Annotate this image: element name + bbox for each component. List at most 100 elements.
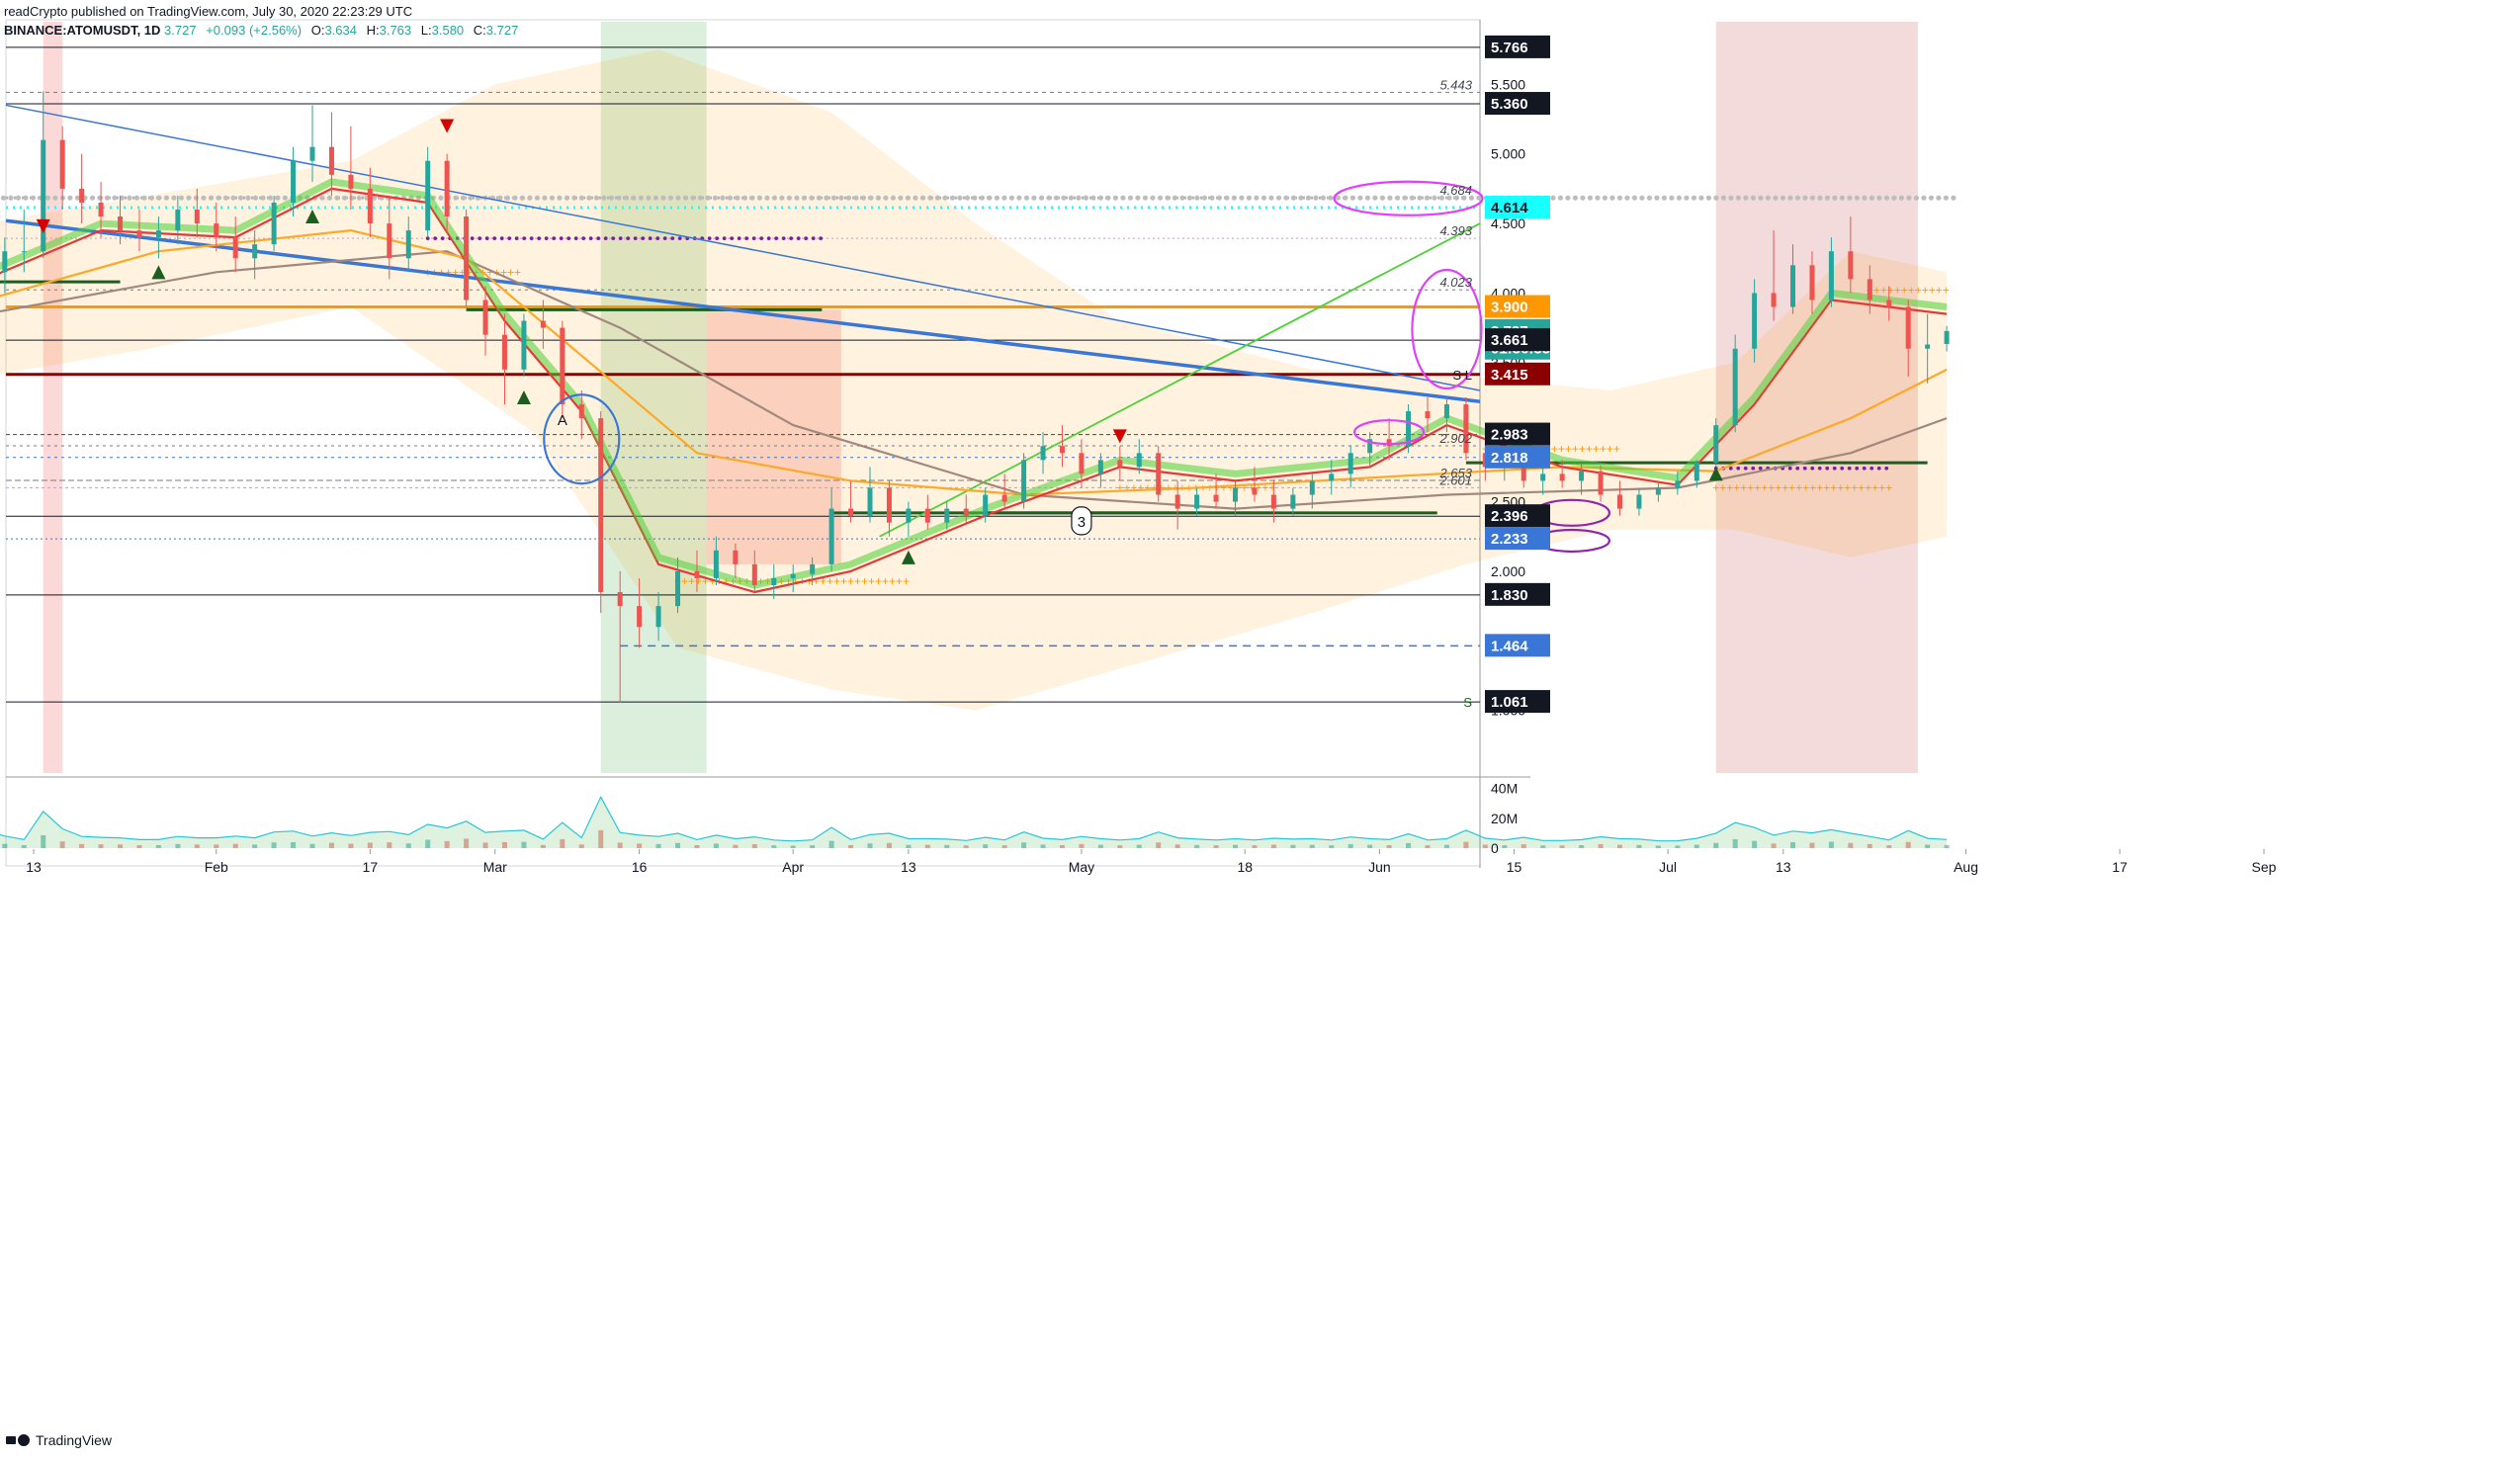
- grey-dot-row-dot: [1669, 195, 1675, 201]
- grey-dot-row-dot: [1898, 195, 1905, 201]
- candle-body: [271, 202, 277, 245]
- grey-dot-row-dot: [460, 195, 467, 201]
- grey-dot-row-dot: [1120, 195, 1126, 201]
- volume-bar: [136, 844, 142, 848]
- grey-dot-row-dot: [1824, 195, 1831, 201]
- volume-bar: [1367, 844, 1373, 848]
- volume-bar: [1598, 843, 1604, 848]
- symbol-label: BINANCE:ATOMUSDT, 1D: [4, 23, 161, 38]
- candle-body: [1925, 344, 1931, 349]
- grey-dot-row-dot: [1172, 195, 1178, 201]
- grey-dot-row-dot: [779, 195, 785, 201]
- volume-bar: [232, 843, 238, 848]
- volume-bar: [1809, 842, 1815, 848]
- grey-dot-row-dot: [934, 195, 941, 201]
- grey-dot-row-dot: [1936, 195, 1942, 201]
- grey-dot-row-dot: [1364, 195, 1371, 201]
- candle-body: [1174, 494, 1180, 509]
- candle-body: [291, 160, 297, 203]
- orange-plus-row-jul-mark: +: [1816, 480, 1823, 494]
- candle-body: [963, 508, 969, 516]
- purple-dot-row-upper-dot: [603, 236, 608, 241]
- grey-dot-row-dot: [1320, 195, 1327, 201]
- grey-dot-row-dot: [1298, 195, 1304, 201]
- volume-bar: [21, 844, 27, 848]
- volume-bar: [771, 845, 777, 848]
- price-tag-text: 1.061: [1491, 694, 1528, 711]
- candle-body: [655, 606, 661, 628]
- orange-plus-row-feb-mark: +: [459, 265, 466, 279]
- orange-plus-row-jul-top-mark: +: [1894, 284, 1901, 298]
- candle-body: [1616, 494, 1622, 509]
- grey-dot-row-dot: [578, 195, 585, 201]
- grey-dot-row-dot: [30, 195, 37, 201]
- price-tag-box: [1485, 582, 1550, 606]
- orange-plus-row-jul-top-mark: +: [1908, 284, 1915, 298]
- level-annotation-label: 4.684: [1439, 183, 1472, 198]
- candle-body: [1117, 460, 1123, 468]
- purple-dot-row-upper-dot: [781, 236, 786, 241]
- orange-plus-row-jul-mark: +: [1768, 480, 1775, 494]
- grey-dot-row-dot: [1802, 195, 1808, 201]
- volume-bar: [578, 844, 584, 848]
- volume-bar: [733, 844, 739, 848]
- grey-dot-row-dot: [1862, 195, 1868, 201]
- orange-plus-row-may-mark: +: [1255, 480, 1261, 494]
- purple-dot-row-upper-dot: [789, 236, 794, 241]
- sell-triangle-marker: [1112, 429, 1127, 444]
- grey-dot-row-dot: [1847, 195, 1853, 201]
- purple-dot-row-upper-dot: [499, 236, 504, 241]
- orange-plus-row-feb-mark: +: [438, 265, 445, 279]
- orange-plus-row-jul-mark: +: [1851, 480, 1858, 494]
- volume-bar: [367, 842, 373, 848]
- candle-body: [713, 550, 719, 578]
- orange-plus-row-jun-mark: +: [1600, 442, 1607, 456]
- candle-body: [118, 216, 124, 231]
- grey-dot-row-dot: [1476, 195, 1482, 201]
- grey-dot-row-dot: [741, 195, 748, 201]
- orange-plus-row-apr-mark: +: [826, 574, 833, 588]
- orange-plus-row-apr-mark: +: [681, 574, 688, 588]
- grey-dot-row-dot: [1349, 195, 1356, 201]
- purple-dot-row-upper-dot: [559, 236, 564, 241]
- volume-bar: [848, 844, 854, 848]
- volume-bar: [41, 834, 46, 848]
- candle-body: [694, 570, 700, 578]
- grey-dot-row-dot: [141, 195, 147, 201]
- orange-plus-row-jun-mark: +: [1572, 442, 1579, 456]
- price-envelope: [0, 49, 1948, 711]
- candle-body: [1675, 480, 1681, 488]
- volume-bar: [291, 841, 297, 848]
- volume-bar: [617, 842, 623, 848]
- candle-body: [387, 223, 392, 259]
- price-tag-text: 1.830: [1491, 587, 1528, 604]
- volume-bar: [655, 843, 661, 848]
- purple-dot-row-upper-dot: [566, 236, 571, 241]
- purple-dot-row-upper: [425, 236, 824, 241]
- orange-plus-row-apr-mark: +: [847, 574, 854, 588]
- y-tick-label: 5.500: [1491, 76, 1525, 92]
- orange-plus-row-may-mark: +: [1165, 480, 1172, 494]
- grey-dot-row-dot: [1661, 195, 1668, 201]
- purple-dot-row-upper-dot: [433, 236, 438, 241]
- candle-body: [924, 508, 930, 523]
- grey-dot-row-dot: [601, 195, 607, 201]
- grey-dot-row-dot: [949, 195, 956, 201]
- candle-body: [482, 300, 488, 335]
- grey-dot-row-dot: [334, 195, 340, 201]
- grey-dot-row-dot: [1587, 195, 1594, 201]
- grey-dot-row-dot: [749, 195, 755, 201]
- volume-bar: [560, 838, 565, 848]
- x-tick-label: Apr: [782, 859, 804, 875]
- purple-dot-row-upper-dot: [759, 236, 764, 241]
- footer: TradingView: [6, 1432, 112, 1448]
- volume-bar: [1790, 841, 1796, 848]
- grey-dot-row-dot: [1038, 195, 1045, 201]
- x-tick-label: 13: [26, 859, 42, 875]
- volume-bar: [1079, 843, 1085, 848]
- grey-dot-row-dot: [1906, 195, 1912, 201]
- candle-body: [1290, 494, 1296, 509]
- purple-dot-row-lower-dot: [1855, 466, 1860, 471]
- price-tag-text: 4.614: [1491, 200, 1528, 216]
